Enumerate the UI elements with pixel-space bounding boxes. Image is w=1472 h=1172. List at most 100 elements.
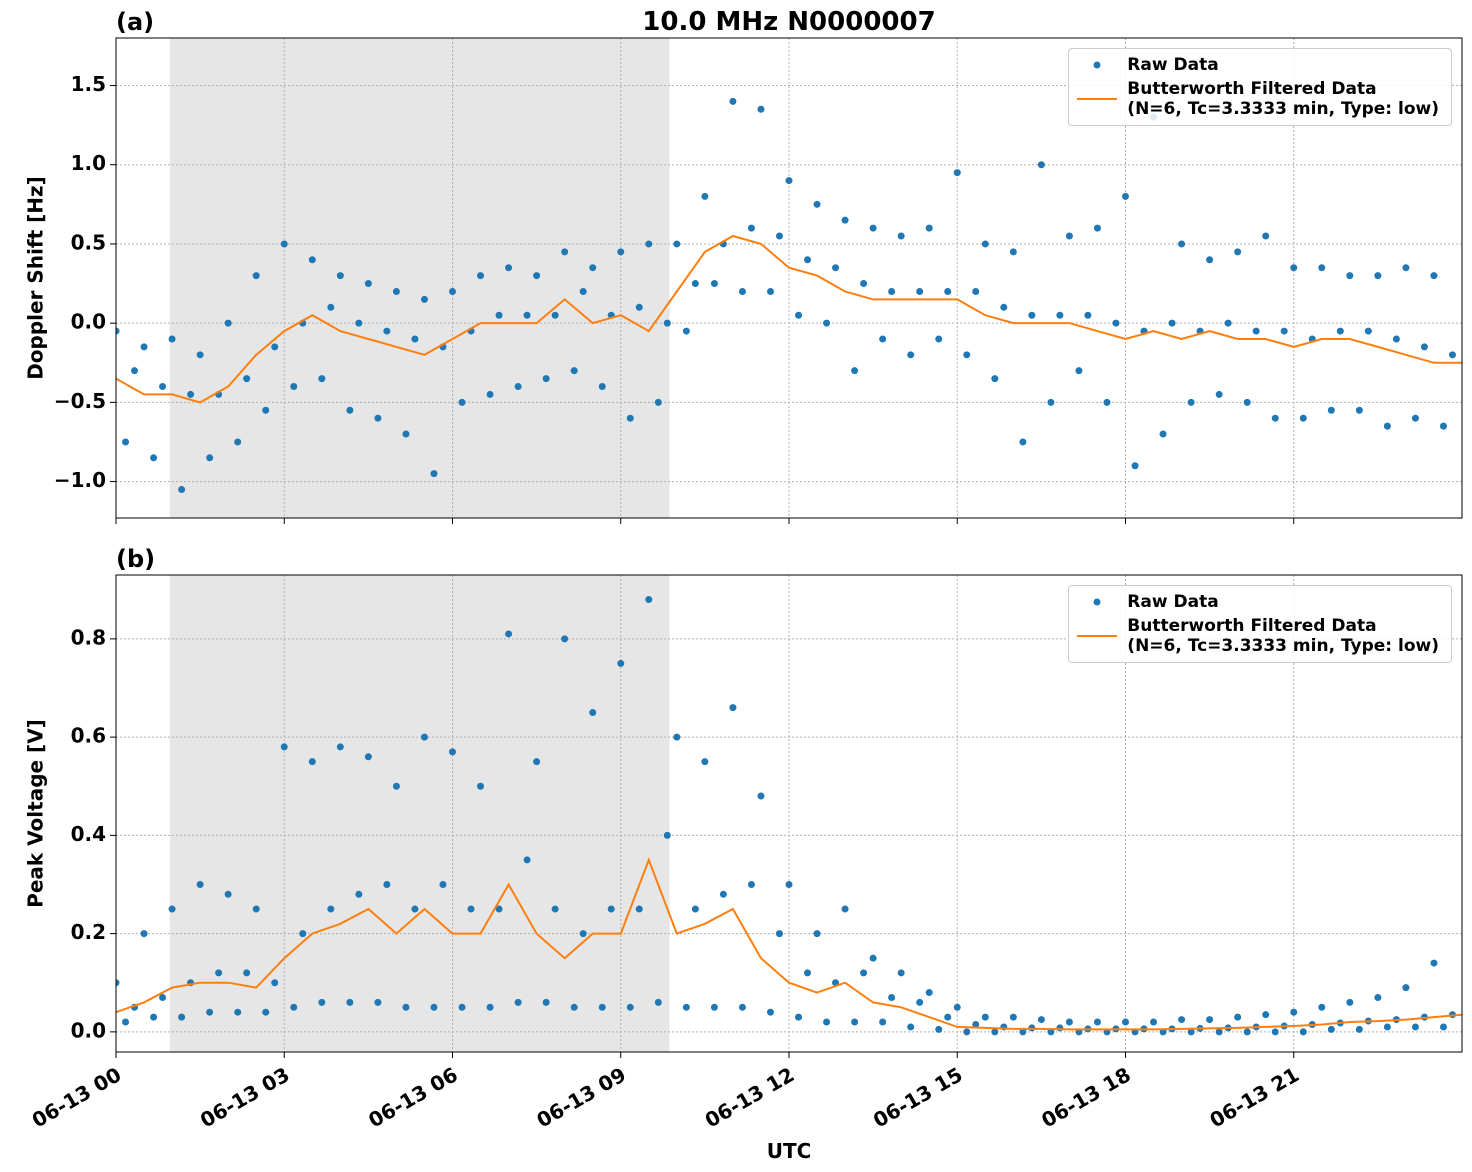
y-tick-label: 1.5 [71,72,106,96]
raw-data-point [280,240,288,248]
raw-data-point [1299,1028,1307,1036]
raw-data-point [1037,1016,1045,1024]
raw-data-point [1271,414,1279,422]
raw-data-point [1206,1016,1214,1024]
raw-data-point [262,406,270,414]
raw-data-point [953,1003,961,1011]
raw-data-point [271,979,279,987]
raw-data-point [813,930,821,938]
raw-data-point [981,1013,989,1021]
raw-data-point [1028,311,1036,319]
raw-data-point [1327,406,1335,414]
y-tick-label: 0.8 [71,625,106,649]
raw-data-point [991,375,999,383]
raw-data-point [738,287,746,295]
raw-data-point [935,1025,943,1033]
raw-data-point [131,367,139,375]
raw-data-point [383,880,391,888]
raw-data-point [355,319,363,327]
raw-data-point [1168,319,1176,327]
raw-data-point [1131,462,1139,470]
raw-data-point [374,414,382,422]
raw-data-point [420,295,428,303]
raw-data-point [561,248,569,256]
raw-data-point [935,335,943,343]
raw-data-point [420,733,428,741]
raw-data-point [336,743,344,751]
plot-area [116,575,1462,1052]
raw-data-point [925,989,933,997]
y-axis-label: Peak Voltage [V] [24,719,48,908]
raw-data-point [832,264,840,272]
raw-data-point [1430,272,1438,280]
raw-data-point [224,890,232,898]
raw-data-point [860,969,868,977]
raw-data-point [645,596,653,604]
raw-data-point [795,1013,803,1021]
raw-data-point [514,383,522,391]
raw-data-point [290,383,298,391]
raw-data-point [346,998,354,1006]
raw-data-point [486,1003,494,1011]
y-tick-label: −0.5 [54,389,106,413]
raw-data-point [972,287,980,295]
raw-data-point [851,1018,859,1026]
raw-data-point [1411,414,1419,422]
raw-data-point [411,905,419,913]
raw-data-point [308,758,316,766]
raw-data-point [1318,1003,1326,1011]
raw-data-point [673,733,681,741]
raw-data-point [1019,1028,1027,1036]
raw-data-point [514,998,522,1006]
raw-data-point [1290,1008,1298,1016]
shaded-region [169,38,670,518]
raw-data-point [561,635,569,643]
raw-data-point [1122,192,1129,200]
raw-data-point [1009,248,1017,256]
raw-data-point [458,1003,466,1011]
raw-data-point [318,998,326,1006]
raw-data-point [439,880,447,888]
raw-data-point [523,856,531,864]
y-tick-label: 0.6 [71,724,106,748]
x-tick-label: 06-13 15 [869,1062,967,1132]
y-tick-label: 0.0 [71,1018,106,1042]
raw-data-point [1402,264,1410,272]
raw-data-point [383,327,391,335]
raw-data-point [140,930,148,938]
raw-data-point [140,343,148,351]
raw-data-point [1224,319,1232,327]
legend-entry: Raw Data [1069,55,1439,75]
raw-data-point [1280,327,1288,335]
raw-data-point [495,905,503,913]
raw-data-point [1093,224,1101,232]
raw-data-point [402,1003,410,1011]
raw-data-point [1206,256,1214,264]
panel-label: (a) [116,8,154,36]
raw-data-point [1019,438,1027,446]
y-tick-label: 0.5 [71,230,106,254]
legend-label: Butterworth Filtered Data (N=6, Tc=3.333… [1127,616,1439,656]
raw-data-point [392,287,400,295]
raw-data-point [355,890,363,898]
raw-data-point [1411,1023,1419,1031]
raw-data-point [1327,1025,1335,1033]
raw-data-point [262,1008,270,1016]
legend: Raw Data Butterworth Filtered Data (N=6, … [1068,48,1452,126]
raw-data-point [813,200,821,208]
raw-data-point [1243,1028,1251,1036]
raw-data-point [785,880,793,888]
raw-data-point [1290,264,1298,272]
raw-data-point [1178,1016,1186,1024]
raw-data-point [869,954,877,962]
raw-data-point [991,1028,999,1036]
raw-data-point [505,264,513,272]
raw-data-point [710,280,718,288]
raw-data-point [467,905,475,913]
raw-data-point [116,979,120,987]
raw-data-point [691,280,699,288]
x-tick-label: 06-13 21 [1205,1062,1303,1132]
raw-data-point [178,485,186,493]
raw-data-point [1374,993,1382,1001]
